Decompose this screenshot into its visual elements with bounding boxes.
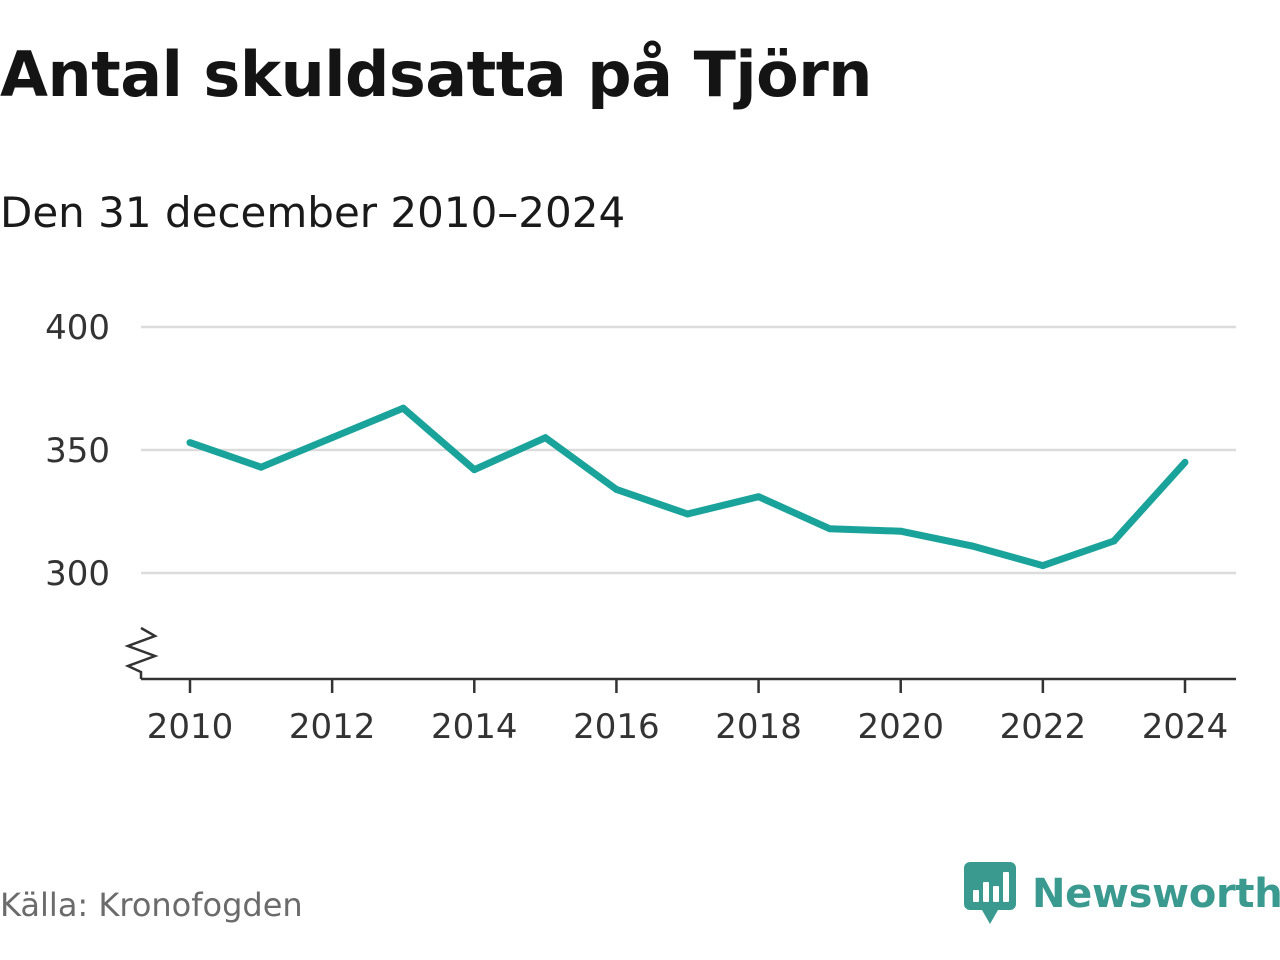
x-tick-label-2016: 2016 bbox=[573, 707, 660, 747]
data-point-2020 bbox=[897, 527, 905, 535]
y-axis-break-marker bbox=[124, 626, 159, 679]
data-point-2024 bbox=[1181, 458, 1189, 466]
data-point-2016 bbox=[612, 485, 620, 493]
data-point-2017 bbox=[684, 510, 691, 518]
data-point-2019 bbox=[826, 525, 834, 533]
data-point-2015 bbox=[541, 434, 549, 442]
data-point-2023 bbox=[1110, 537, 1118, 545]
newsworthy-logo-icon bbox=[964, 862, 1016, 924]
source-note: Källa: Kronofogden bbox=[0, 886, 303, 924]
x-tick-label-2010: 2010 bbox=[147, 707, 234, 747]
y-tick-label-300: 300 bbox=[45, 554, 110, 594]
y-tick-label-350: 350 bbox=[45, 431, 110, 471]
chart-title: Antal skuldsatta på Tjörn bbox=[0, 38, 872, 111]
axes bbox=[124, 626, 1236, 693]
data-point-2012 bbox=[328, 434, 336, 442]
x-tick-label-2014: 2014 bbox=[431, 707, 518, 747]
chart-subtitle: Den 31 december 2010–2024 bbox=[0, 188, 626, 237]
data-point-2018 bbox=[755, 493, 763, 501]
tick-labels: 300 350 400 2010 2012 2014 2016 2018 2020 2022 202… bbox=[45, 308, 1228, 747]
data-point-2021 bbox=[968, 542, 976, 550]
x-tick-label-2012: 2012 bbox=[289, 707, 376, 747]
x-tick-label-2024: 2024 bbox=[1142, 707, 1229, 747]
series-lines bbox=[186, 404, 1189, 570]
x-tick-label-2020: 2020 bbox=[857, 707, 944, 747]
grid-lines bbox=[141, 325, 1236, 575]
data-point-2014 bbox=[470, 466, 478, 474]
series-line-0 bbox=[188, 404, 1188, 570]
data-point-2022 bbox=[1039, 562, 1047, 570]
x-tick-label-2018: 2018 bbox=[715, 707, 802, 747]
x-tick-label-2022: 2022 bbox=[1000, 707, 1087, 747]
data-point-2013 bbox=[399, 404, 407, 412]
brand-lockup: Newsworthy bbox=[964, 862, 1280, 926]
y-tick-label-400: 400 bbox=[45, 308, 110, 348]
brand-name: Newsworthy bbox=[1032, 871, 1280, 917]
data-point-2011 bbox=[257, 463, 265, 471]
data-point-2010 bbox=[186, 439, 194, 447]
